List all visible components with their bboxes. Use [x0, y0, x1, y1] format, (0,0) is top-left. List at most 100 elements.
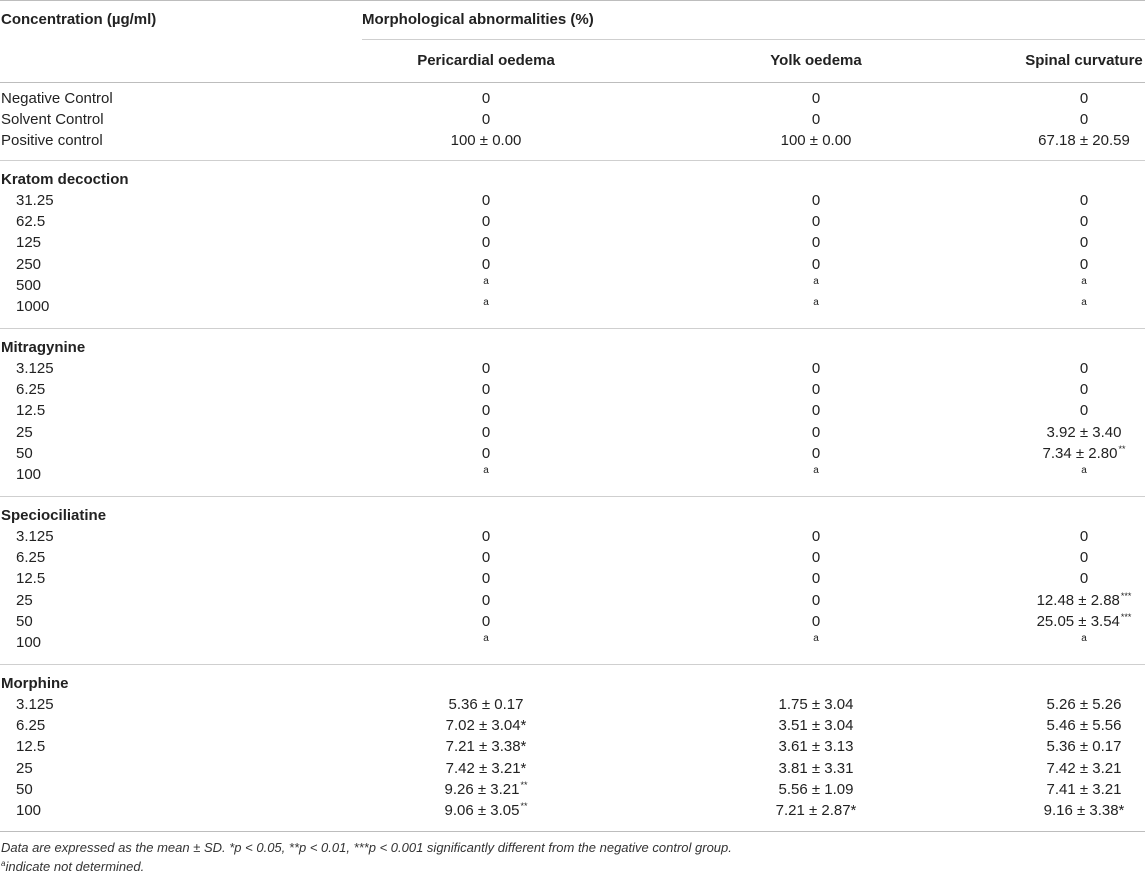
table-cell: 100 ± 0.00	[781, 132, 852, 149]
section-divider	[0, 496, 1145, 497]
cell-value: 3.92 ± 3.40	[1046, 423, 1122, 441]
cell-value: a	[813, 465, 819, 476]
footnote-not-determined-text: indicate not determined.	[5, 859, 145, 874]
cell-value: 7.34 ± 2.80	[1042, 444, 1118, 462]
header-morphological-abnormalities: Morphological abnormalities (%)	[362, 11, 594, 28]
table-cell: 0	[1080, 111, 1088, 128]
table-cell: a	[483, 462, 489, 479]
row-label: Solvent Control	[1, 111, 104, 129]
cell-value: 0	[481, 444, 491, 462]
table-cell: 7.02 ± 3.04*	[446, 717, 527, 734]
cell-value: 9.26 ± 3.21	[444, 780, 520, 798]
table-cell: 0	[482, 234, 490, 251]
cell-value: a	[483, 275, 489, 287]
row-label: 100	[16, 466, 42, 483]
row-label: 6.25	[16, 549, 46, 567]
table-cell: 0	[482, 445, 490, 462]
cell-value: 0	[481, 612, 491, 630]
cell-value: 100 ± 0.00	[780, 132, 852, 150]
cell-value: 0	[481, 192, 491, 209]
table-cell: 5.36 ± 0.17	[449, 696, 524, 713]
table-cell: 12.48 ± 2.88***	[1037, 590, 1132, 611]
header-spinal-curvature: Spinal curvature	[1025, 52, 1143, 69]
cell-value: a	[1081, 465, 1087, 476]
table-cell: 3.61 ± 3.13	[779, 738, 854, 755]
row-label: 50	[16, 444, 33, 462]
table-cell: 0	[482, 213, 490, 230]
table-cell: 0	[482, 613, 490, 630]
cell-value: 25.05 ± 3.54	[1036, 612, 1120, 630]
table-cell: 0	[482, 381, 490, 398]
cell-value: 0	[811, 192, 821, 209]
table-cell: 5.36 ± 0.17	[1047, 738, 1122, 755]
section-divider	[0, 664, 1145, 665]
significance-marker: ***	[1120, 590, 1132, 601]
row-label: 12.5	[16, 402, 46, 420]
header-divider	[362, 39, 1145, 40]
cell-value: 0	[811, 381, 821, 399]
cell-value: 0	[481, 591, 491, 609]
cell-value: 0	[811, 255, 821, 273]
table-cell: 0	[1080, 234, 1088, 251]
table-cell: 5.26 ± 5.26	[1047, 696, 1122, 713]
footnote-stats: Data are expressed as the mean ± SD. *p …	[1, 840, 732, 855]
cell-value: 0	[481, 255, 491, 273]
table-cell: 0	[482, 90, 490, 107]
cell-value: 0	[1079, 570, 1089, 588]
cell-value: 5.36 ± 0.17	[448, 696, 524, 713]
table-cell: 0	[812, 528, 820, 545]
table-cell: 0	[1080, 381, 1088, 398]
table-cell: 0	[812, 213, 820, 230]
cell-value: 0	[481, 381, 491, 399]
cell-value: 0	[811, 444, 821, 462]
header-concentration: Concentration (µg/ml)	[1, 11, 157, 28]
cell-value: 100 ± 0.00	[450, 132, 522, 150]
cell-value: 0	[811, 402, 821, 420]
table-cell: a	[1081, 462, 1087, 479]
table-cell: 0	[1080, 402, 1088, 419]
table-top-border	[0, 0, 1145, 1]
cell-value: 0	[1079, 528, 1089, 545]
table-cell: a	[813, 630, 819, 647]
cell-value: 5.26 ± 5.26	[1046, 696, 1122, 713]
table-cell: 0	[812, 549, 820, 566]
table-cell: 0	[482, 402, 490, 419]
table-cell: 67.18 ± 20.59	[1038, 132, 1130, 149]
cell-value: 0	[1079, 111, 1089, 129]
cell-value: 7.42 ± 3.21	[1046, 759, 1122, 777]
header-bottom-border	[0, 82, 1145, 83]
cell-value: 0	[481, 528, 491, 545]
cell-value: 0	[811, 213, 821, 231]
cell-value: a	[1081, 297, 1087, 308]
cell-value: 0	[811, 360, 821, 377]
cell-value: 7.21 ± 3.38*	[445, 738, 527, 756]
row-label: 125	[16, 234, 42, 252]
cell-value: 0	[1079, 234, 1089, 252]
row-label: 31.25	[16, 192, 54, 209]
row-label: 62.5	[16, 213, 46, 231]
table-cell: 9.16 ± 3.38*	[1044, 802, 1125, 819]
cell-value: 0	[481, 549, 491, 567]
cell-value: 0	[1079, 381, 1089, 399]
section-title: Speciociliatine	[1, 507, 107, 524]
footnote-sup-a: a	[1, 859, 6, 868]
table-cell: 7.21 ± 2.87*	[776, 802, 857, 819]
table-cell: 0	[482, 570, 490, 587]
cell-value: a	[813, 275, 819, 287]
row-label: 25	[16, 423, 33, 441]
cell-value: 67.18 ± 20.59	[1038, 132, 1130, 150]
cell-value: 0	[1079, 192, 1089, 209]
cell-value: 0	[481, 423, 491, 441]
table-cell: 100 ± 0.00	[451, 132, 522, 149]
table-cell: 7.34 ± 2.80**	[1042, 444, 1126, 464]
cell-value: 5.56 ± 1.09	[778, 780, 854, 798]
table-cell: 0	[812, 192, 820, 209]
cell-value: 3.51 ± 3.04	[778, 717, 854, 735]
cell-value: 0	[1079, 402, 1089, 420]
section-title: Kratom decoction	[1, 171, 129, 188]
table-cell: 3.51 ± 3.04	[779, 717, 854, 734]
cell-value: 9.06 ± 3.05	[444, 802, 520, 819]
row-label: 250	[16, 255, 42, 273]
cell-value: 0	[811, 570, 821, 588]
cell-value: 0	[1079, 90, 1089, 107]
